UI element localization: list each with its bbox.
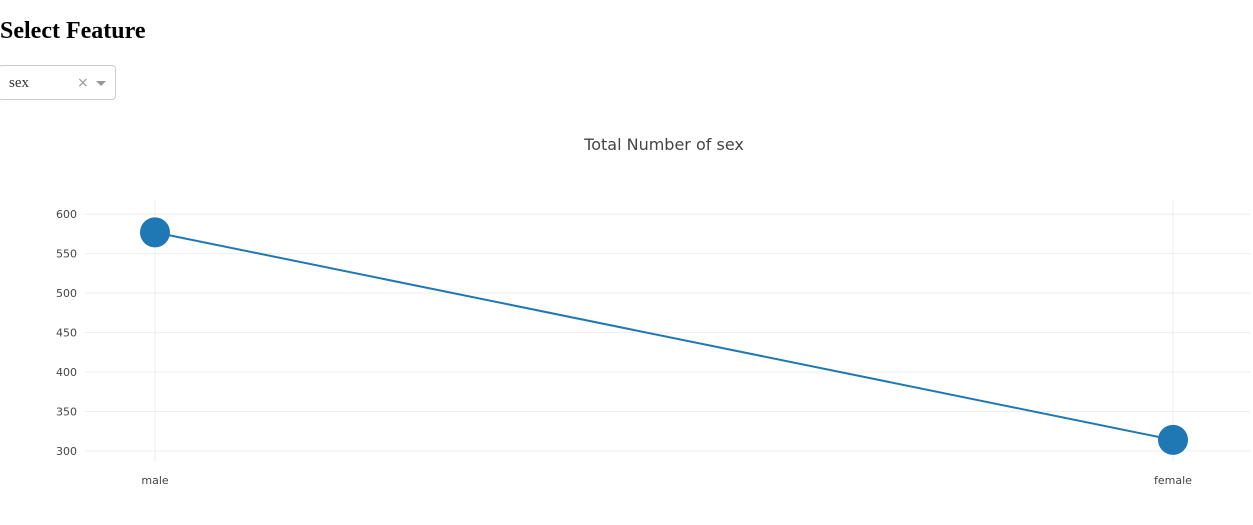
- y-tick-label: 550: [56, 248, 77, 261]
- y-tick-label: 450: [56, 327, 77, 340]
- chart-title: Total Number of sex: [583, 135, 744, 154]
- chevron-down-icon[interactable]: [96, 81, 106, 86]
- series-layer: [140, 217, 1188, 455]
- clear-icon[interactable]: ×: [77, 75, 89, 91]
- x-tick-label: male: [141, 474, 169, 487]
- page-heading: Select Feature: [0, 18, 146, 44]
- feature-dropdown[interactable]: sex ×: [0, 65, 116, 100]
- y-tick-label: 500: [56, 287, 77, 300]
- grid-layer: [85, 200, 1250, 462]
- data-point[interactable]: [1158, 424, 1188, 455]
- dropdown-selected-value: sex: [9, 75, 29, 91]
- x-tick-label: female: [1154, 474, 1192, 487]
- y-tick-label: 300: [56, 445, 77, 458]
- tick-layer: 300 350 400 450 500 550 600 male female: [56, 208, 1192, 487]
- y-tick-label: 350: [56, 405, 77, 418]
- y-tick-label: 400: [56, 366, 77, 379]
- data-point[interactable]: [140, 217, 170, 248]
- y-tick-label: 600: [56, 208, 77, 221]
- series-line: [154, 231, 1174, 441]
